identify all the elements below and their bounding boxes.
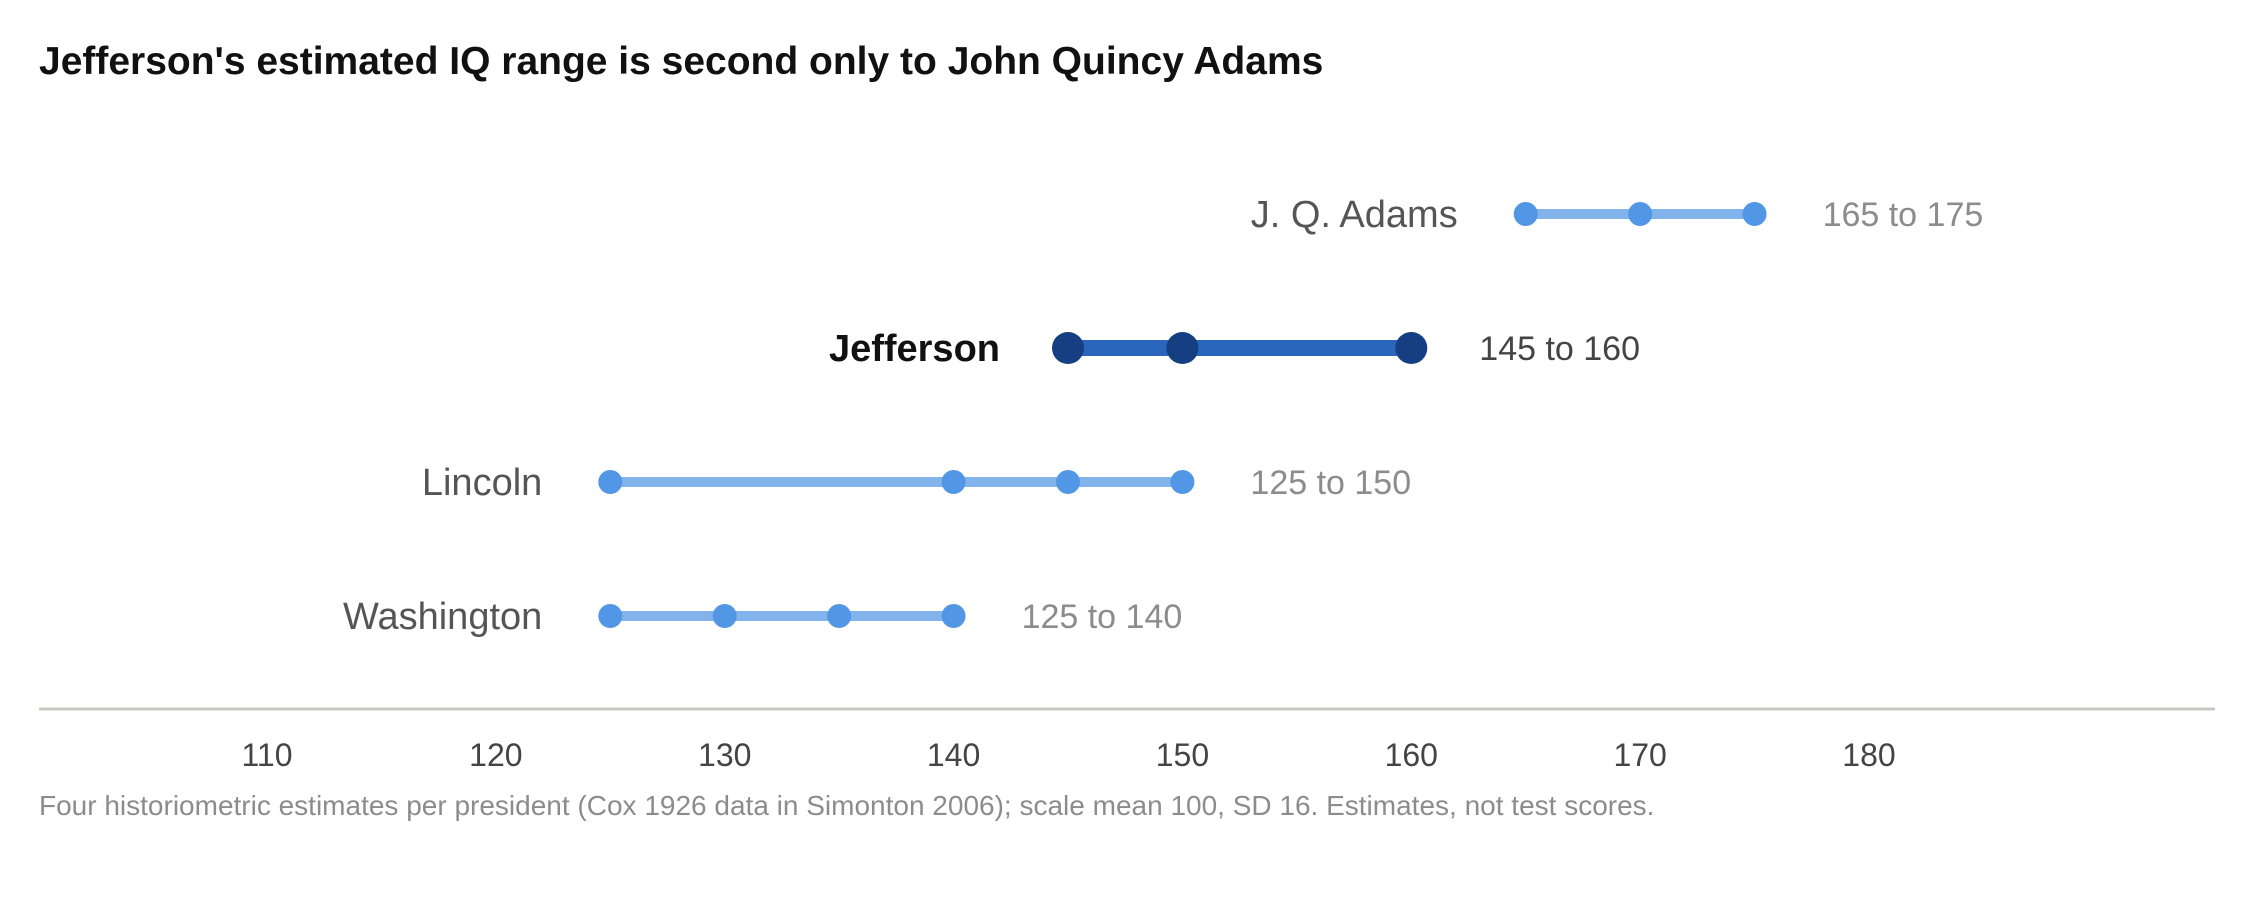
estimate-dot: [1742, 202, 1767, 226]
x-tick-label: 120: [469, 737, 522, 773]
estimate-dot: [1056, 470, 1080, 494]
row-j-q-adams: J. Q. Adams 165 to 175: [1251, 194, 1984, 236]
row-label: Jefferson: [829, 328, 1000, 370]
x-axis-ticks: 110 120 130 140 150 160 170 180: [241, 737, 1895, 773]
x-tick-label: 160: [1385, 737, 1438, 773]
x-tick-label: 150: [1156, 737, 1209, 773]
estimate-dot: [1052, 332, 1084, 364]
row-label: J. Q. Adams: [1251, 194, 1458, 236]
x-tick-label: 170: [1613, 737, 1666, 773]
range-label: 165 to 175: [1823, 196, 1984, 234]
estimate-dot: [1170, 470, 1195, 494]
row-label: Washington: [343, 596, 542, 638]
row-washington: Washington 125 to 140: [343, 596, 1182, 638]
estimate-dot: [712, 604, 737, 628]
rows-layer: J. Q. Adams 165 to 175 Jefferson 145 to 160…: [343, 194, 1983, 638]
chart-footnote: Four historiometric estimates per presid…: [39, 790, 1655, 821]
x-tick-label: 140: [927, 737, 980, 773]
row-jefferson: Jefferson 145 to 160: [829, 328, 1640, 370]
estimate-dot: [598, 470, 623, 494]
range-label: 125 to 150: [1250, 464, 1411, 502]
chart-title: Jefferson's estimated IQ range is second…: [39, 40, 1324, 83]
x-tick-label: 130: [698, 737, 751, 773]
estimate-dot: [598, 604, 623, 628]
row-lincoln: Lincoln 125 to 150: [422, 462, 1411, 504]
range-label: 145 to 160: [1479, 330, 1640, 368]
estimate-dot: [1166, 332, 1199, 364]
row-label: Lincoln: [422, 462, 542, 504]
estimate-dot: [1513, 202, 1538, 226]
estimate-dot: [941, 470, 966, 494]
x-tick-label: 180: [1842, 737, 1895, 773]
range-label: 125 to 140: [1022, 598, 1183, 636]
estimate-dot: [1628, 202, 1653, 226]
x-tick-label: 110: [241, 737, 292, 773]
estimate-dot: [1395, 332, 1428, 364]
estimate-dot: [827, 604, 852, 628]
estimate-dot: [941, 604, 966, 628]
